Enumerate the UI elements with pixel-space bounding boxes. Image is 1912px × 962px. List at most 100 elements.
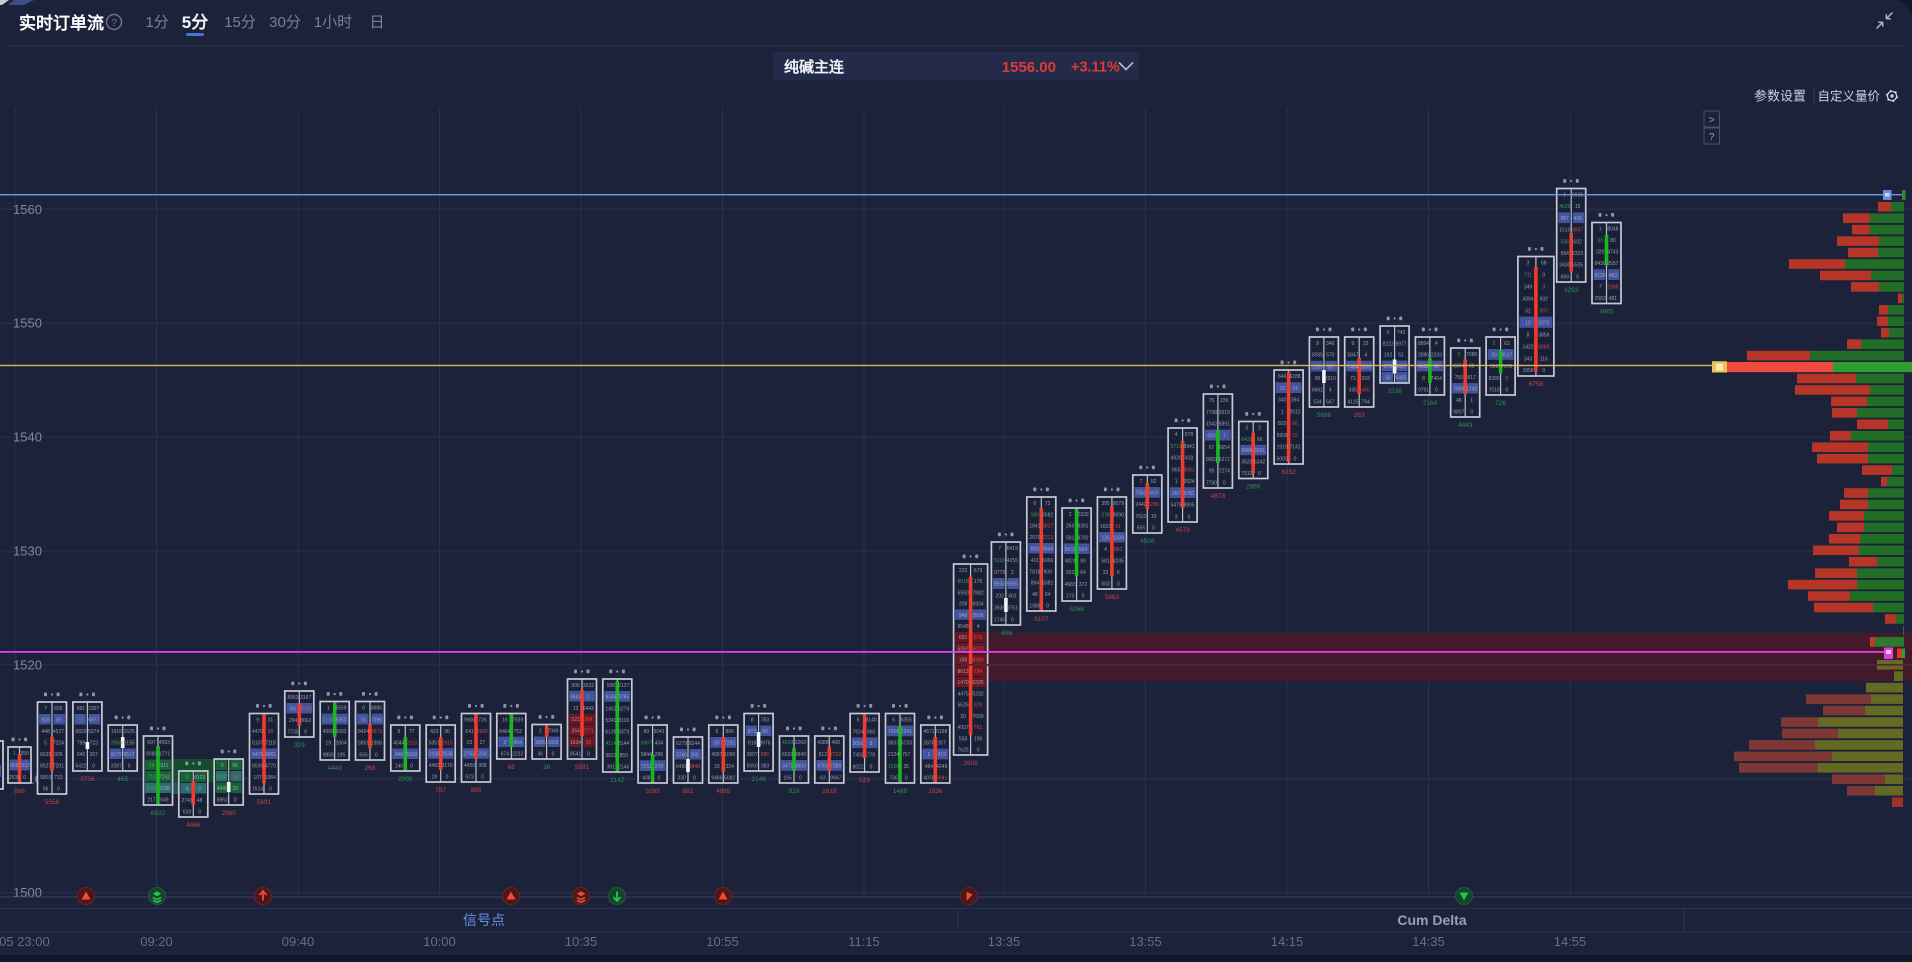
svg-text:1986: 1986 [1029, 604, 1040, 610]
svg-text:2965: 2965 [221, 810, 236, 817]
svg-text:1042: 1042 [1206, 422, 1217, 428]
svg-text:208: 208 [959, 602, 968, 608]
svg-text:536: 536 [1561, 239, 1570, 245]
svg-text:8350: 8350 [335, 717, 346, 723]
svg-text:4997: 4997 [711, 752, 722, 758]
svg-text:48: 48 [1032, 592, 1038, 598]
svg-text:0: 0 [128, 764, 131, 770]
svg-text:7252: 7252 [159, 775, 170, 781]
svg-text:0: 0 [1223, 480, 1226, 486]
svg-text:330: 330 [677, 776, 686, 782]
svg-text:1634: 1634 [570, 740, 581, 746]
svg-text:3471: 3471 [782, 764, 793, 770]
svg-text:1742: 1742 [1466, 386, 1477, 392]
svg-text:812: 812 [819, 752, 828, 758]
svg-text:1188: 1188 [159, 786, 170, 792]
svg-text:93: 93 [1491, 353, 1497, 359]
svg-text:0: 0 [198, 810, 201, 816]
svg-text:7912: 7912 [19, 763, 30, 769]
svg-text:2213: 2213 [1042, 535, 1053, 541]
svg-text:4965: 4965 [1599, 309, 1614, 316]
svg-text:09-05 23:00: 09-05 23:00 [0, 934, 50, 949]
svg-text:0: 0 [1246, 425, 1249, 431]
svg-text:3: 3 [1527, 261, 1530, 267]
svg-text:8613: 8613 [958, 669, 969, 675]
svg-text:2557: 2557 [1607, 261, 1618, 267]
svg-text:7625: 7625 [958, 748, 969, 754]
svg-text:9479: 9479 [252, 752, 263, 758]
svg-text:89: 89 [644, 729, 650, 735]
svg-text:5050: 5050 [747, 764, 758, 770]
svg-text:1745: 1745 [994, 617, 1005, 623]
svg-text:8244: 8244 [689, 741, 700, 747]
svg-text:268: 268 [365, 765, 376, 772]
svg-text:7211: 7211 [641, 764, 652, 770]
svg-text:5847: 5847 [1347, 353, 1358, 359]
svg-text:383: 383 [761, 764, 770, 770]
svg-text:403: 403 [1008, 594, 1017, 600]
svg-text:2442: 2442 [1135, 502, 1146, 508]
svg-text:1422: 1422 [1522, 344, 1533, 350]
svg-text:51: 51 [1116, 524, 1122, 530]
svg-text:13: 13 [573, 706, 579, 712]
svg-text:0: 0 [1542, 273, 1545, 279]
svg-text:0: 0 [1435, 387, 1438, 393]
svg-text:+3.11%: +3.11% [1071, 60, 1120, 76]
svg-text:5061: 5061 [265, 752, 276, 758]
svg-text:8245: 8245 [1113, 559, 1124, 565]
svg-text:73: 73 [1350, 376, 1356, 382]
svg-text:1958: 1958 [371, 741, 382, 747]
svg-text:2307: 2307 [88, 706, 99, 712]
svg-text:4681: 4681 [1183, 467, 1194, 473]
svg-text:909: 909 [1044, 569, 1053, 575]
svg-text:750: 750 [1455, 375, 1464, 381]
svg-text:4006: 4006 [323, 729, 334, 735]
svg-text:411: 411 [1031, 558, 1039, 564]
svg-text:6820: 6820 [75, 729, 86, 735]
svg-text:8285: 8285 [1489, 376, 1500, 382]
svg-text:6355: 6355 [901, 718, 912, 724]
svg-text:878: 878 [1185, 432, 1194, 438]
svg-text:995: 995 [571, 683, 580, 689]
svg-text:6: 6 [1117, 570, 1120, 576]
svg-text:8119: 8119 [618, 718, 629, 724]
svg-text:纯碱主连: 纯碱主连 [784, 58, 845, 76]
svg-text:9379: 9379 [618, 730, 629, 736]
svg-text:465: 465 [117, 776, 128, 783]
svg-text:5863: 5863 [1105, 594, 1120, 601]
svg-text:3780: 3780 [676, 753, 687, 759]
svg-text:5941: 5941 [936, 775, 947, 781]
svg-text:787: 787 [435, 787, 446, 794]
svg-text:817: 817 [1467, 375, 1476, 381]
svg-text:5374: 5374 [88, 729, 99, 735]
svg-text:7561: 7561 [1135, 491, 1146, 497]
svg-text:581: 581 [1101, 559, 1110, 565]
svg-text:6733: 6733 [901, 741, 912, 747]
svg-text:29: 29 [149, 763, 155, 769]
svg-text:7735: 7735 [287, 730, 298, 736]
svg-text:641: 641 [465, 729, 474, 735]
svg-text:354: 354 [571, 729, 580, 735]
svg-text:1653: 1653 [547, 740, 558, 746]
svg-text:0: 0 [410, 764, 413, 770]
svg-text:5: 5 [44, 741, 47, 747]
svg-text:9318: 9318 [1219, 410, 1230, 416]
svg-text:4: 4 [1435, 341, 1438, 347]
svg-text:8: 8 [1527, 332, 1530, 338]
svg-text:2113: 2113 [406, 741, 417, 747]
svg-text:1: 1 [1599, 227, 1602, 233]
svg-text:1858: 1858 [1522, 368, 1533, 374]
svg-text:603: 603 [1101, 582, 1110, 588]
svg-text:9947: 9947 [830, 775, 841, 781]
svg-text:1小时: 1小时 [314, 14, 352, 31]
svg-text:9791: 9791 [1418, 387, 1429, 393]
svg-text:4865: 4865 [716, 788, 731, 795]
svg-text:3939: 3939 [994, 605, 1005, 611]
svg-text:279: 279 [1384, 364, 1393, 370]
svg-text:30分: 30分 [269, 14, 301, 31]
svg-text:6067: 6067 [641, 741, 652, 747]
svg-text:665: 665 [1172, 467, 1181, 473]
svg-text:6439: 6439 [1241, 437, 1252, 443]
svg-text:554: 554 [1561, 251, 1570, 257]
svg-text:9: 9 [256, 718, 259, 724]
